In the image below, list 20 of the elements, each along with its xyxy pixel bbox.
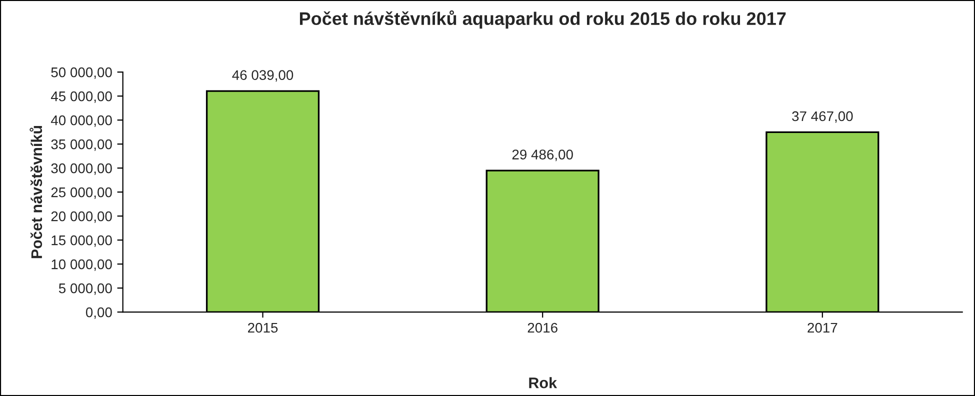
y-tick-label: 15 000,00: [52, 235, 112, 247]
x-tick-label: 2017: [808, 322, 838, 333]
chart-title: Počet návštěvníků aquaparku od roku 2015 do roku 2017: [300, 10, 786, 29]
x-axis-title: Rok: [529, 377, 558, 388]
y-tick-label: 45 000,00: [50, 91, 112, 103]
data-label: 29 486,00: [512, 150, 573, 162]
y-tick-label: 50 000,00: [51, 67, 112, 79]
y-tick-label: 35 000,00: [51, 139, 112, 151]
x-tick-label: 2016: [528, 322, 558, 333]
data-label: 37 467,00: [792, 111, 853, 123]
y-tick-label: 25 000,00: [51, 187, 112, 199]
y-tick-label: 0,00: [86, 307, 112, 319]
y-tick-label: 40 000,00: [50, 115, 112, 127]
y-tick-label: 30 000,00: [51, 163, 112, 175]
data-label: 46 039,00: [232, 70, 294, 82]
y-tick-label: 5 000,00: [58, 283, 112, 295]
y-axis-title: Počet návštěvníků: [30, 126, 42, 258]
y-tick-label: 20 000,00: [51, 211, 112, 223]
y-tick-label: 10 000,00: [52, 259, 112, 271]
x-tick-label: 2015: [248, 322, 278, 333]
